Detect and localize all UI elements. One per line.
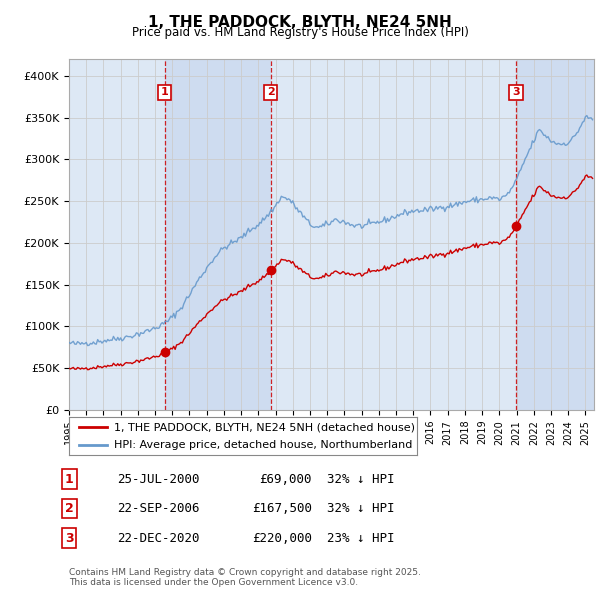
Text: 2: 2 — [65, 502, 73, 515]
Text: 23% ↓ HPI: 23% ↓ HPI — [327, 532, 395, 545]
Text: £69,000: £69,000 — [260, 473, 312, 486]
Text: 25-JUL-2000: 25-JUL-2000 — [117, 473, 199, 486]
Text: £220,000: £220,000 — [252, 532, 312, 545]
Bar — [516, 59, 594, 410]
Text: Contains HM Land Registry data © Crown copyright and database right 2025.
This d: Contains HM Land Registry data © Crown c… — [69, 568, 421, 587]
Text: 3: 3 — [65, 532, 73, 545]
Text: 1: 1 — [161, 87, 169, 97]
Bar — [165, 59, 271, 410]
Text: 1, THE PADDOCK, BLYTH, NE24 5NH (detached house): 1, THE PADDOCK, BLYTH, NE24 5NH (detache… — [114, 422, 415, 432]
Text: Price paid vs. HM Land Registry's House Price Index (HPI): Price paid vs. HM Land Registry's House … — [131, 26, 469, 39]
Text: 3: 3 — [512, 87, 520, 97]
Text: 22-DEC-2020: 22-DEC-2020 — [117, 532, 199, 545]
Text: 2: 2 — [267, 87, 275, 97]
Text: 1, THE PADDOCK, BLYTH, NE24 5NH: 1, THE PADDOCK, BLYTH, NE24 5NH — [148, 15, 452, 30]
Text: 32% ↓ HPI: 32% ↓ HPI — [327, 502, 395, 515]
Text: £167,500: £167,500 — [252, 502, 312, 515]
Text: 32% ↓ HPI: 32% ↓ HPI — [327, 473, 395, 486]
Text: 22-SEP-2006: 22-SEP-2006 — [117, 502, 199, 515]
Text: 1: 1 — [65, 473, 73, 486]
Text: HPI: Average price, detached house, Northumberland: HPI: Average price, detached house, Nort… — [114, 440, 413, 450]
